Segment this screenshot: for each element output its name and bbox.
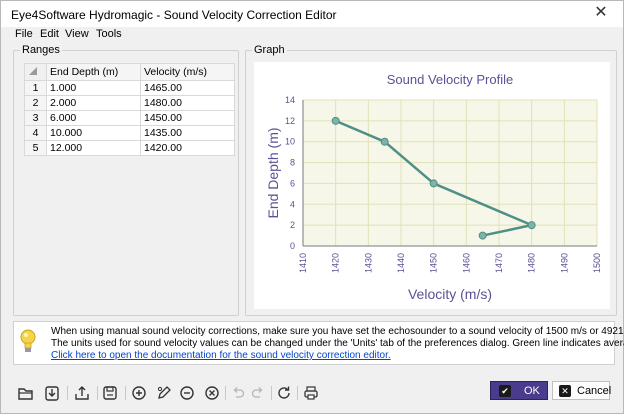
plot-area <box>303 100 597 246</box>
sound-velocity-chart: 0 2 4 6 8 10 12 14 1410 1420 1430 1440 1450 1460 1470 1… <box>254 62 610 309</box>
table-row[interactable]: 4 10.000 1435.00 <box>24 125 235 141</box>
chart-svg: 0 2 4 6 8 10 12 14 1410 1420 1430 1440 1450 1460 1470 1… <box>265 72 602 302</box>
table-row[interactable]: 2 2.000 1480.00 <box>24 95 235 111</box>
y-tick-label: 14 <box>285 95 295 105</box>
menu-file[interactable]: File <box>15 28 33 40</box>
toolbar-separator <box>97 386 98 400</box>
menu-tools[interactable]: Tools <box>96 28 122 40</box>
data-point <box>380 137 389 146</box>
edit-icon[interactable] <box>155 384 173 402</box>
table-row[interactable]: 1 1.000 1465.00 <box>24 80 235 96</box>
x-tick-label: 1480 <box>527 253 537 273</box>
cell-velocity[interactable]: 1420.00 <box>140 140 235 156</box>
x-tick-label: 1430 <box>363 253 373 273</box>
ranges-table[interactable]: End Depth (m) Velocity (m/s) 1 1.000 146… <box>24 63 235 156</box>
table-row[interactable]: 3 6.000 1450.00 <box>24 110 235 126</box>
print-icon[interactable] <box>302 384 320 402</box>
y-tick-label: 0 <box>290 241 295 251</box>
cell-velocity[interactable]: 1450.00 <box>140 110 235 126</box>
x-tick-label: 1500 <box>592 253 602 273</box>
x-tick-label: 1450 <box>429 253 439 273</box>
row-number[interactable]: 2 <box>24 95 47 111</box>
window-title: Eye4Software Hydromagic - Sound Velocity… <box>11 8 337 22</box>
menu-view[interactable]: View <box>65 28 89 40</box>
remove-icon[interactable] <box>178 384 196 402</box>
x-tick-label: 1490 <box>559 253 569 273</box>
cell-velocity[interactable]: 1480.00 <box>140 95 235 111</box>
ok-button[interactable]: ✔ OK <box>490 381 548 400</box>
data-point <box>527 221 536 230</box>
ok-button-label: OK <box>524 385 540 397</box>
x-tick-label: 1460 <box>461 253 471 273</box>
x-tick-label: 1410 <box>298 253 308 273</box>
cell-velocity[interactable]: 1435.00 <box>140 125 235 141</box>
column-header-velocity[interactable]: Velocity (m/s) <box>140 63 235 81</box>
table-corner[interactable] <box>24 63 47 81</box>
toolbar-separator <box>271 386 272 400</box>
close-icon[interactable]: ✕ <box>594 4 608 21</box>
delete-icon[interactable] <box>203 384 221 402</box>
data-point <box>331 116 340 125</box>
info-text-line-1: When using manual sound velocity correct… <box>51 326 624 337</box>
info-text-line-2: The units used for sound velocity values… <box>51 338 624 349</box>
toolbar-separator <box>225 386 226 400</box>
undo-icon[interactable] <box>229 384 247 402</box>
x-tick-label: 1420 <box>331 253 341 273</box>
info-panel: When using manual sound velocity correct… <box>13 321 624 365</box>
y-tick-label: 10 <box>285 137 295 147</box>
export-icon[interactable] <box>73 384 91 402</box>
x-tick-label: 1440 <box>396 253 406 273</box>
ranges-group-title: Ranges <box>20 44 62 56</box>
y-tick-label: 8 <box>290 158 295 168</box>
graph-group: Graph <box>245 44 617 316</box>
documentation-link[interactable]: Click here to open the documentation for… <box>51 350 391 361</box>
y-axis-label: End Depth (m) <box>265 127 281 218</box>
redo-icon[interactable] <box>249 384 267 402</box>
menu-bar: File Edit View Tools <box>1 27 623 43</box>
close-icon: ✕ <box>559 385 571 397</box>
row-number[interactable]: 3 <box>24 110 47 126</box>
row-number[interactable]: 5 <box>24 140 47 156</box>
cell-end-depth[interactable]: 12.000 <box>46 140 141 156</box>
row-number[interactable]: 1 <box>24 80 47 96</box>
y-tick-label: 12 <box>285 116 295 126</box>
cell-velocity[interactable]: 1465.00 <box>140 80 235 96</box>
import-icon[interactable] <box>43 384 61 402</box>
y-tick-label: 4 <box>290 199 295 209</box>
save-icon[interactable] <box>101 384 119 402</box>
cancel-button[interactable]: ✕ Cancel <box>552 381 612 400</box>
title-bar: Eye4Software Hydromagic - Sound Velocity… <box>1 1 623 27</box>
toolbar-separator <box>297 386 298 400</box>
select-all-icon <box>29 66 37 75</box>
menu-edit[interactable]: Edit <box>40 28 59 40</box>
open-icon[interactable] <box>17 384 35 402</box>
chart-title: Sound Velocity Profile <box>387 72 513 87</box>
graph-group-title: Graph <box>252 44 287 56</box>
data-point <box>478 231 487 240</box>
ranges-group: Ranges <box>13 44 239 316</box>
table-row[interactable]: 5 12.000 1420.00 <box>24 140 235 156</box>
toolbar-separator <box>125 386 126 400</box>
lightbulb-icon <box>20 329 36 352</box>
x-tick-label: 1470 <box>494 253 504 273</box>
toolbar-separator <box>67 386 68 400</box>
cell-end-depth[interactable]: 10.000 <box>46 125 141 141</box>
cell-end-depth[interactable]: 2.000 <box>46 95 141 111</box>
checkmark-icon: ✔ <box>499 385 511 397</box>
data-point <box>429 179 438 188</box>
cell-end-depth[interactable]: 6.000 <box>46 110 141 126</box>
row-number[interactable]: 4 <box>24 125 47 141</box>
add-icon[interactable] <box>130 384 148 402</box>
cancel-button-label: Cancel <box>577 385 612 397</box>
y-tick-label: 6 <box>290 178 295 188</box>
cell-end-depth[interactable]: 1.000 <box>46 80 141 96</box>
y-tick-label: 2 <box>290 220 295 230</box>
column-header-end-depth[interactable]: End Depth (m) <box>46 63 141 81</box>
x-axis-label: Velocity (m/s) <box>408 286 492 302</box>
refresh-icon[interactable] <box>275 384 293 402</box>
table-header-row: End Depth (m) Velocity (m/s) <box>24 63 235 81</box>
